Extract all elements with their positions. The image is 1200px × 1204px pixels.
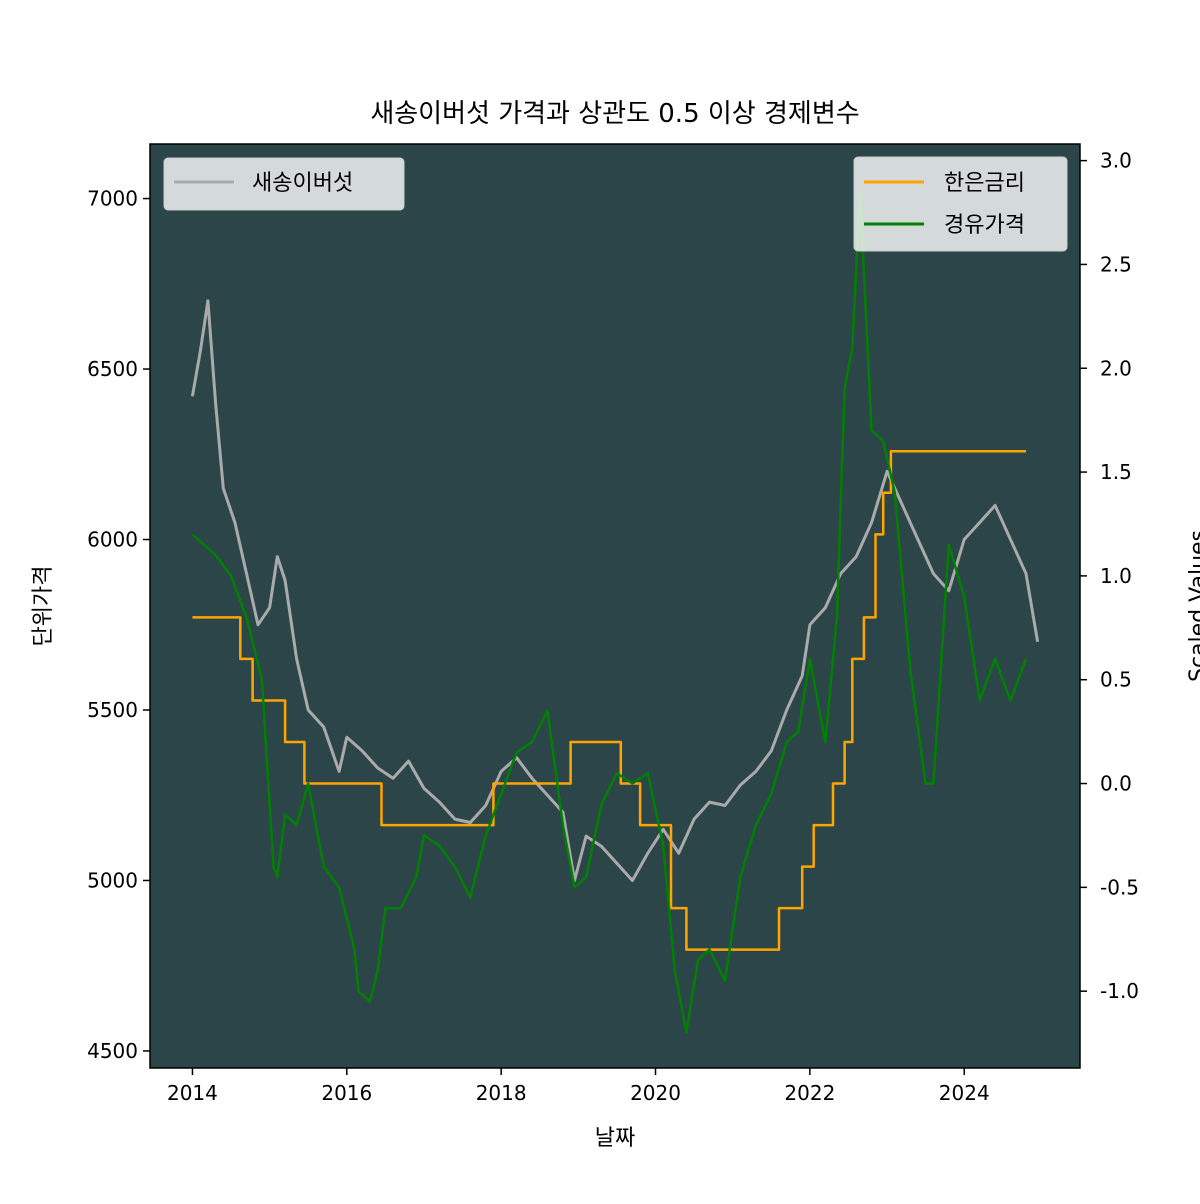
y-right-tick-label: -1.0 <box>1100 979 1139 1003</box>
y-right-tick-label: 1.5 <box>1100 460 1132 484</box>
y-left-tick-label: 7000 <box>87 187 138 211</box>
legend-label-oil: 경유가격 <box>944 213 1025 238</box>
y-left-tick-label: 5000 <box>87 868 138 892</box>
chart-title: 새송이버섯 가격과 상관도 0.5 이상 경제변수 <box>370 99 859 129</box>
x-tick-label: 2020 <box>630 1081 681 1105</box>
legend-left: 새송이버섯 <box>163 157 405 211</box>
y-axis-right-label: Scaled Values <box>1186 530 1200 682</box>
legend-label-price: 새송이버섯 <box>252 171 353 196</box>
y-left-tick-label: 5500 <box>87 698 138 722</box>
x-axis-label: 날짜 <box>595 1126 635 1151</box>
x-tick-label: 2016 <box>321 1081 372 1105</box>
y-right-tick-label: -0.5 <box>1100 875 1139 899</box>
ticks-layer: 2014 2016 2018 2020 2022 2024 4500 5000 5500 6000… <box>87 149 1139 1105</box>
series-layer <box>190 190 1040 1034</box>
x-tick-label: 2022 <box>784 1081 835 1105</box>
x-tick-label: 2024 <box>939 1081 990 1105</box>
plot-area <box>150 144 1080 1068</box>
y-left-tick-label: 6000 <box>87 528 138 552</box>
legend-right: 한은금리 경유가격 <box>853 156 1068 252</box>
y-left-tick-label: 6500 <box>87 357 138 381</box>
series-line-rate <box>192 450 1026 951</box>
y-right-tick-label: 3.0 <box>1100 149 1132 173</box>
plot-frame <box>149 143 1081 1069</box>
series-line-oil <box>191 190 1028 1034</box>
y-right-tick-label: 2.5 <box>1100 252 1132 276</box>
x-tick-label: 2018 <box>476 1081 527 1105</box>
y-axis-left-label: 단위가격 <box>31 566 56 647</box>
y-right-tick-label: 0.0 <box>1100 772 1132 796</box>
y-right-tick-label: 0.5 <box>1100 668 1132 692</box>
x-tick-label: 2014 <box>167 1081 218 1105</box>
legend-label-rate: 한은금리 <box>944 171 1025 196</box>
y-right-tick-label: 2.0 <box>1100 356 1132 380</box>
series-line-price <box>190 299 1040 882</box>
y-left-tick-label: 4500 <box>87 1039 138 1063</box>
y-right-tick-label: 1.0 <box>1100 564 1132 588</box>
legend-left-box <box>163 157 405 211</box>
